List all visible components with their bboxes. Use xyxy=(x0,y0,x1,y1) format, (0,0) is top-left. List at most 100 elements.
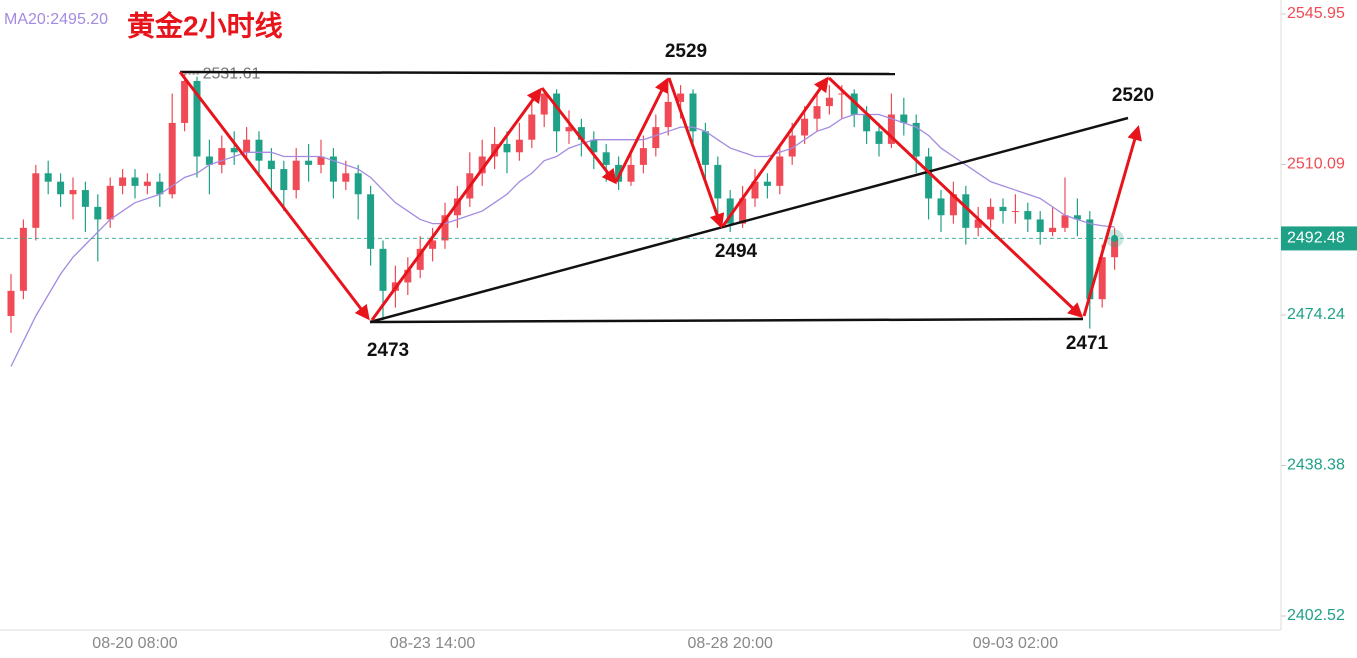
candle-body xyxy=(478,156,486,174)
candle-body xyxy=(342,173,350,182)
zigzag-arrows xyxy=(178,71,1142,321)
candle-body xyxy=(94,206,102,220)
candle-body xyxy=(243,139,251,153)
candle-body xyxy=(974,219,982,228)
ma20-line xyxy=(10,113,1115,367)
candle-body xyxy=(193,80,201,157)
candle-body xyxy=(404,269,412,283)
candle-body xyxy=(218,148,226,165)
chart-title: 黄金2小时线 xyxy=(127,9,283,41)
annotation-label: 2520 xyxy=(1112,85,1154,106)
candle-body xyxy=(949,194,957,216)
candle-body xyxy=(1049,227,1057,233)
candle-body xyxy=(925,156,933,199)
candle-body xyxy=(168,122,176,195)
candle-body xyxy=(962,194,970,228)
annotation-lines xyxy=(179,70,1129,324)
candle-body xyxy=(416,248,424,270)
y-tick-label: 2545.95 xyxy=(1287,5,1345,22)
candle-body xyxy=(751,181,759,199)
candle-body xyxy=(57,181,65,195)
candle-body xyxy=(367,194,375,249)
candle-body xyxy=(776,156,784,186)
annotation-label: 2471 xyxy=(1066,333,1109,354)
candle-body xyxy=(602,152,610,165)
candle-body xyxy=(292,160,300,191)
candle-body xyxy=(553,93,561,132)
y-tick-label: 2438.38 xyxy=(1287,457,1345,474)
y-tick-label: 2510.09 xyxy=(1287,156,1345,173)
candle-body xyxy=(987,206,995,220)
candle-body xyxy=(677,93,685,102)
candle-body xyxy=(937,198,945,216)
candle-body xyxy=(7,290,15,316)
candle-body xyxy=(205,156,213,165)
ma-label: MA20:2495.20 xyxy=(4,11,108,28)
candle-body xyxy=(503,143,511,153)
candle-body xyxy=(1086,219,1094,300)
y-tick-label: 2402.52 xyxy=(1287,607,1345,624)
candle-body xyxy=(577,127,585,140)
candle-body xyxy=(515,139,523,153)
candle-body xyxy=(317,156,325,165)
candle-body xyxy=(627,164,635,182)
candle-body xyxy=(354,173,362,195)
candle-body xyxy=(763,181,771,186)
candle-body xyxy=(1073,215,1081,220)
candle-body xyxy=(453,198,461,216)
candle-body xyxy=(639,148,647,165)
candle-body xyxy=(32,173,40,228)
candle-body xyxy=(664,101,672,128)
y-tick-label: 2474.24 xyxy=(1287,306,1345,323)
candle-body xyxy=(689,93,697,132)
x-tick-label: 08-23 14:00 xyxy=(390,635,476,652)
annotation-label: 2494 xyxy=(715,241,758,262)
candle-body xyxy=(1111,238,1119,258)
candle-body xyxy=(701,131,709,165)
candle-body xyxy=(267,160,275,170)
candle-body xyxy=(1011,211,1019,213)
candle-body xyxy=(813,106,821,119)
candle-body xyxy=(615,164,623,182)
candle-body xyxy=(255,139,263,161)
candle-body xyxy=(1036,219,1044,233)
candle-body xyxy=(590,139,598,153)
last-price-box xyxy=(1281,226,1357,251)
candle-body xyxy=(801,118,809,136)
candle-body xyxy=(999,206,1007,212)
candle-body xyxy=(429,240,437,249)
candle-body xyxy=(19,227,27,291)
candle-body xyxy=(788,135,796,157)
candle-body xyxy=(280,169,288,191)
high-label: 2531.61 xyxy=(203,65,261,82)
candle-body xyxy=(912,122,920,157)
candle-body xyxy=(106,185,114,220)
candle-body xyxy=(69,190,77,195)
candle-body xyxy=(875,131,883,144)
candle-body xyxy=(230,148,238,153)
x-tick-label: 09-03 02:00 xyxy=(973,635,1059,652)
candle-body xyxy=(726,198,734,224)
candle-body xyxy=(143,181,151,186)
candle-body xyxy=(825,97,833,107)
candle-body xyxy=(714,164,722,199)
x-tick-label: 08-20 08:00 xyxy=(92,635,178,652)
last-price-label: 2492.48 xyxy=(1287,230,1345,247)
candle-body xyxy=(652,127,660,149)
candle-body xyxy=(528,114,536,140)
candle-body xyxy=(1098,257,1106,300)
annotation-label: 2529 xyxy=(665,41,707,62)
candle-body xyxy=(156,181,164,195)
candle-body xyxy=(119,177,127,186)
x-tick-label: 08-28 20:00 xyxy=(687,635,773,652)
candle-body xyxy=(739,198,747,224)
candle-body xyxy=(565,127,573,132)
candle-body xyxy=(441,215,449,241)
candle-body xyxy=(181,80,189,123)
candle-body xyxy=(379,248,387,291)
candle-body xyxy=(887,114,895,144)
candle-body xyxy=(540,93,548,115)
candle-body xyxy=(900,114,908,123)
candle-body xyxy=(44,173,52,182)
candle-body xyxy=(850,93,858,115)
